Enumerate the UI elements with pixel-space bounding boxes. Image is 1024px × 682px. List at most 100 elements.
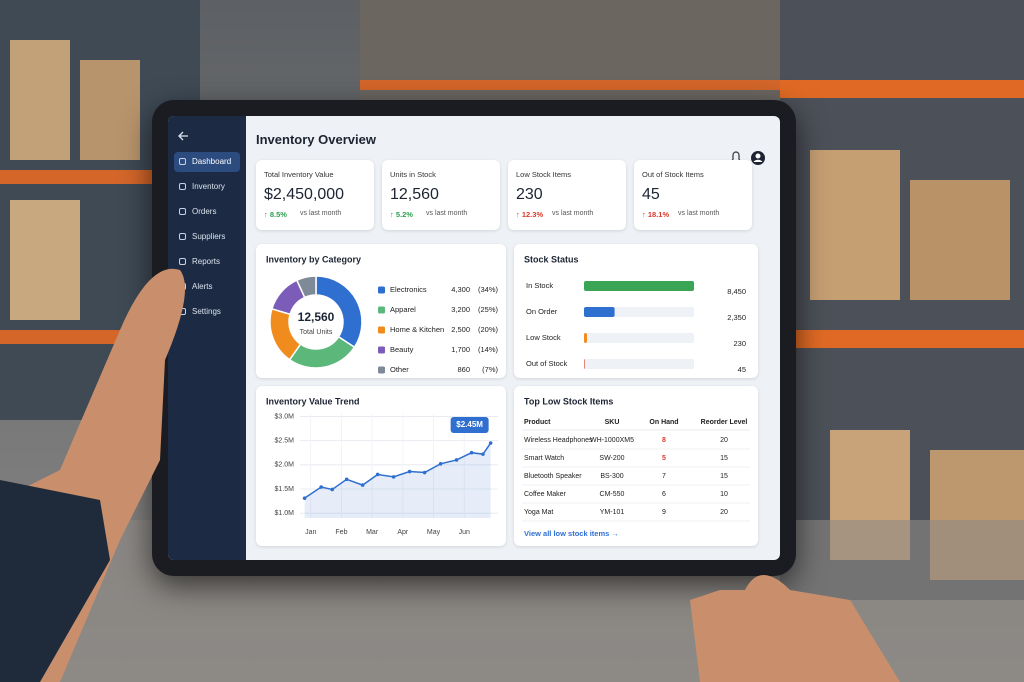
y-tick-label: $1.5M [275, 486, 295, 493]
kpi-card: Units in Stock 12,560 ↑ 5.2% vs last month [382, 160, 500, 230]
kpi-change-value: 18.1% [647, 210, 670, 219]
nav-item[interactable]: Dashboard [174, 152, 240, 172]
bar [584, 307, 615, 317]
legend-swatch [378, 286, 385, 294]
nav-item[interactable]: Alerts [174, 277, 240, 297]
nav-label: Inventory [192, 182, 225, 191]
table-card: Top Low Stock Items Product SKU On Hand Reor… [514, 386, 758, 546]
kpi-note: vs last month [552, 210, 594, 217]
tablet: Dashboard Inventory Orders Suppliers Reports… [152, 100, 796, 576]
table-cell: Bluetooth Speaker [524, 473, 582, 480]
kpi-note: vs last month [426, 210, 468, 217]
donut-slice [288, 335, 356, 369]
nav-item[interactable]: Settings [174, 302, 240, 322]
kpi-change: ↑ 18.1% [642, 210, 669, 219]
point [302, 496, 307, 500]
table-cell: Smart Watch [524, 455, 564, 462]
nav-icon [179, 258, 186, 265]
point [469, 450, 474, 455]
table-cell: SW-200 [599, 455, 624, 462]
point [344, 477, 349, 482]
x-tick-label: Mar [366, 529, 379, 536]
table-cell: WH-1000XM5 [590, 437, 634, 444]
legend-value: 860 [457, 365, 470, 374]
kpi-label: Total Inventory Value [264, 170, 334, 179]
kpi-note: vs last month [300, 210, 342, 217]
nav-item[interactable]: Suppliers [174, 227, 240, 247]
legend-share: (34%) [478, 285, 499, 294]
y-tick-label: $3.0M [275, 413, 295, 420]
nav-item[interactable]: Reports [174, 252, 240, 272]
table-cell: 20 [720, 509, 728, 516]
legend-swatch [378, 306, 385, 314]
bar-track [584, 333, 694, 343]
nav-item[interactable]: Orders [174, 202, 240, 222]
kpi-value: 45 [642, 186, 660, 203]
back-button[interactable] [176, 126, 236, 146]
table-cell: CM-550 [600, 491, 625, 498]
bar [584, 333, 587, 343]
nav-label: Reports [192, 257, 221, 266]
trend-arrow: ↑ [642, 210, 648, 219]
y-tick-label: $2.0M [275, 462, 295, 469]
bar-label: Out of Stock [526, 359, 568, 368]
table-link[interactable]: View all low stock items → [524, 529, 619, 538]
point [319, 485, 323, 489]
point [407, 469, 412, 474]
donut-slice [295, 275, 317, 299]
table-cell: Wireless Headphones [524, 437, 593, 444]
nav-icon [179, 283, 186, 290]
kpi-note: vs last month [678, 210, 720, 217]
kpi-value: 230 [516, 186, 543, 203]
donut-center-value: 12,560 [298, 310, 335, 324]
table-cell: Coffee Maker [524, 491, 567, 498]
chart-title: Stock Status [524, 254, 579, 264]
bar [584, 359, 585, 369]
legend-label: Electronics [390, 285, 427, 294]
legend-share: (14%) [478, 345, 499, 354]
column-header: Product [524, 419, 551, 426]
kpi-change-value: 5.2% [395, 210, 413, 219]
legend-swatch [378, 346, 385, 354]
bar-value-label: 8,450 [727, 287, 746, 296]
trend-arrow: ↑ [264, 210, 270, 219]
nav-icon [179, 208, 186, 215]
annotation: $2.45M [456, 420, 483, 429]
table-cell: 15 [720, 455, 728, 462]
point [375, 472, 380, 477]
point [438, 462, 443, 466]
legend-label: Other [390, 365, 409, 374]
table-cell: 10 [720, 491, 728, 498]
point [454, 458, 459, 462]
table-cell: 20 [720, 437, 728, 444]
legend-share: (20%) [478, 325, 499, 334]
point [360, 483, 365, 487]
x-tick-label: Jun [459, 529, 470, 536]
y-tick-label: $2.5M [275, 437, 295, 444]
page-title: Inventory Overview [256, 132, 376, 147]
bar [584, 281, 694, 291]
back-arrow [178, 131, 188, 141]
x-tick-label: Jan [305, 529, 316, 536]
bar-label: On Order [526, 307, 558, 316]
kpi-value: $2,450,000 [264, 186, 345, 203]
legend-label: Apparel [390, 305, 416, 314]
nav-label: Dashboard [192, 157, 232, 166]
nav-label: Settings [192, 307, 221, 316]
column-header: On Hand [649, 419, 678, 426]
bar-value-label: 45 [738, 365, 746, 374]
legend-value: 4,300 [451, 285, 470, 294]
chart-title: Inventory Value Trend [266, 396, 360, 406]
nav-item[interactable]: Inventory [174, 177, 240, 197]
line-chart: Inventory Value Trend $1.0M $1.5M $2.0M $2.5… [266, 396, 498, 536]
nav-icon [179, 308, 186, 315]
legend-swatch [378, 366, 385, 374]
kpi-change: ↑ 12.3% [516, 210, 543, 219]
bar-chart: Stock Status In Stock 8,450 On Order 2,350 Lo… [524, 254, 746, 374]
nav-label: Alerts [192, 282, 213, 291]
table-cell: Yoga Mat [524, 509, 553, 516]
kpi-card: Out of Stock Items 45 ↑ 18.1% vs last month [634, 160, 752, 230]
kpi-label: Out of Stock Items [642, 170, 704, 179]
trend-arrow: ↑ [390, 210, 396, 219]
